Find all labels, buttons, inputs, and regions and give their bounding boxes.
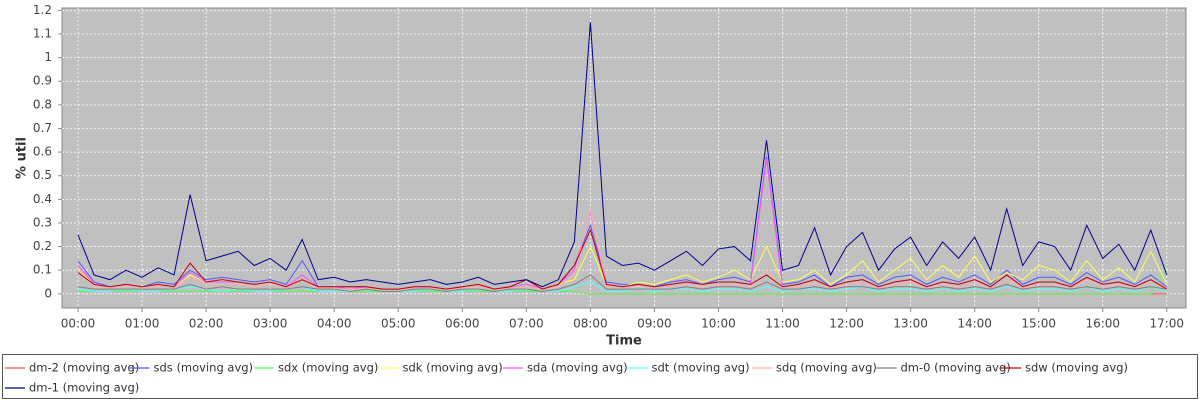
x-tick-label: 02:00 bbox=[189, 317, 224, 331]
x-tick-label: 11:00 bbox=[765, 317, 800, 331]
x-tick-label: 03:00 bbox=[253, 317, 288, 331]
x-tick-label: 10:00 bbox=[701, 317, 736, 331]
y-tick-label: 0.7 bbox=[33, 121, 52, 135]
y-tick-label: 1.1 bbox=[33, 26, 52, 40]
x-axis-title: Time bbox=[606, 334, 642, 349]
x-tick-label: 05:00 bbox=[381, 317, 416, 331]
y-axis-title: % util bbox=[15, 137, 30, 179]
x-tick-label: 07:00 bbox=[509, 317, 544, 331]
legend-label: sdk (moving avg) bbox=[403, 361, 503, 375]
legend-label: sdt (moving avg) bbox=[652, 361, 750, 375]
legend-label: dm-2 (moving avg) bbox=[29, 361, 139, 375]
x-tick-label: 12:00 bbox=[829, 317, 864, 331]
y-tick-label: 0.2 bbox=[33, 239, 52, 253]
legend-label: dm-0 (moving avg) bbox=[901, 361, 1011, 375]
y-tick-label: 0.5 bbox=[33, 168, 52, 182]
x-tick-label: 17:00 bbox=[1149, 317, 1184, 331]
x-tick-label: 00:00 bbox=[61, 317, 96, 331]
y-tick-label: 0.3 bbox=[33, 215, 52, 229]
x-tick-label: 13:00 bbox=[893, 317, 928, 331]
legend-box bbox=[2, 354, 1198, 399]
y-tick-label: 0.6 bbox=[33, 145, 52, 159]
y-tick-label: 0.1 bbox=[33, 263, 52, 277]
x-tick-label: 09:00 bbox=[637, 317, 672, 331]
x-tick-label: 04:00 bbox=[317, 317, 352, 331]
y-tick-label: 1 bbox=[44, 50, 52, 64]
series-line bbox=[77, 22, 1168, 288]
legend-label: sdw (moving avg) bbox=[1025, 361, 1128, 375]
legend-label: sda (moving avg) bbox=[527, 361, 628, 375]
y-tick-label: 0.8 bbox=[33, 97, 52, 111]
y-tick-label: 0.9 bbox=[33, 74, 52, 88]
x-tick-label: 14:00 bbox=[957, 317, 992, 331]
series-line bbox=[77, 281, 1167, 292]
plot-area bbox=[61, 7, 1187, 309]
x-tick-label: 06:00 bbox=[445, 317, 480, 331]
series-line bbox=[77, 274, 1167, 292]
legend-label: dm-1 (moving avg) bbox=[29, 381, 139, 395]
y-tick-label: 0.4 bbox=[33, 192, 52, 206]
x-tick-label: 08:00 bbox=[573, 317, 608, 331]
x-tick-label: 16:00 bbox=[1085, 317, 1120, 331]
y-tick-label: 0 bbox=[44, 286, 52, 300]
x-tick-label: 15:00 bbox=[1021, 317, 1056, 331]
legend-label: sdq (moving avg) bbox=[776, 361, 877, 375]
legend-label: sdx (moving avg) bbox=[278, 361, 378, 375]
legend-label: sds (moving avg) bbox=[154, 361, 254, 375]
x-tick-label: 01:00 bbox=[125, 317, 160, 331]
y-tick-label: 1.2 bbox=[33, 3, 52, 17]
series-line bbox=[77, 228, 1168, 290]
series-line bbox=[77, 156, 1168, 290]
